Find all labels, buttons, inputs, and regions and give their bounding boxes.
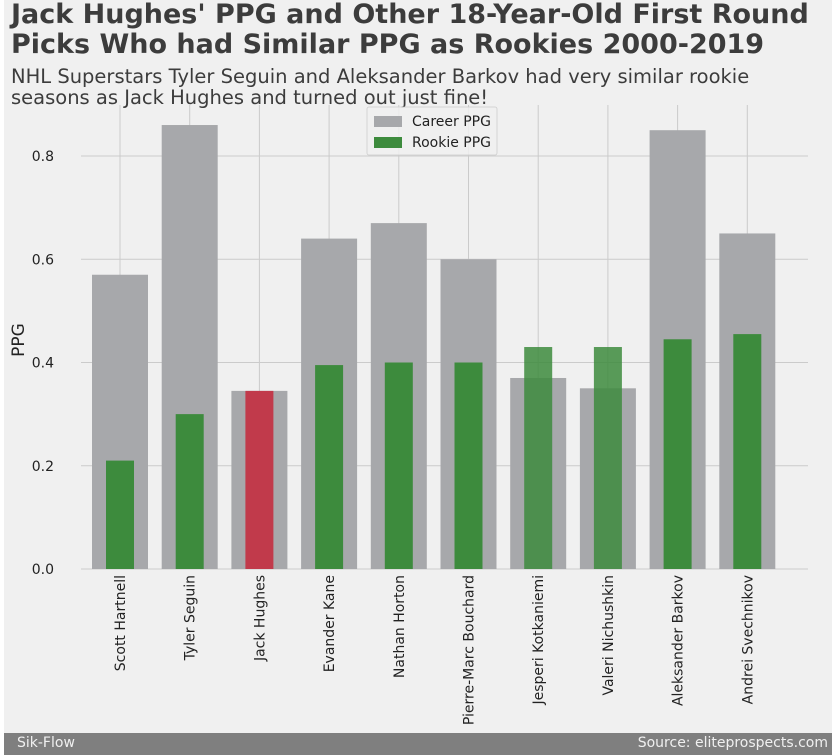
rookie-ppg-bar — [175, 414, 204, 569]
y-tick-label: 0.8 — [32, 149, 54, 165]
x-tick-label: Nathan Horton — [392, 575, 408, 678]
rookie-ppg-bar — [733, 334, 762, 569]
x-tick-label: Andrei Svechnikov — [740, 575, 756, 704]
chart-subtitle: NHL Superstars Tyler Seguin and Aleksand… — [11, 65, 750, 109]
y-tick-labels: 0.0 0.2 0.4 0.6 0.8 — [32, 149, 54, 578]
y-tick-label: 0.2 — [32, 459, 54, 475]
y-axis-label: PPG — [9, 323, 29, 357]
x-tick-label: Tyler Seguin — [183, 575, 199, 661]
footer-author: Sik-Flow — [17, 735, 75, 751]
x-tick-labels: Scott Hartnell Tyler Seguin Jack Hughes Eva… — [113, 575, 756, 725]
x-tick-label: Jack Hughes — [252, 575, 268, 662]
legend-label: Career PPG — [412, 114, 491, 130]
x-tick-label: Pierre-Marc Bouchard — [462, 575, 478, 725]
rookie-ppg-bar-highlight — [245, 390, 274, 569]
chart-title: Jack Hughes' PPG and Other 18-Year-Old F… — [11, 0, 809, 60]
legend: Career PPG Rookie PPG — [366, 106, 498, 156]
y-tick-label: 0.6 — [32, 252, 54, 268]
rookie-ppg-bar — [315, 365, 344, 569]
x-tick-label: Evander Kane — [322, 575, 338, 672]
bar-chart: 0.0 0.2 0.4 0.6 0.8 Scott Hartnell Tyler Segu… — [9, 105, 808, 725]
x-tick-label: Aleksander Barkov — [671, 575, 687, 706]
rookie-ppg-bar — [454, 362, 483, 569]
x-tick-label: Jesperi Kotkaniemi — [531, 575, 547, 706]
legend-swatch — [374, 116, 402, 127]
x-tick-label: Scott Hartnell — [113, 575, 129, 671]
rookie-ppg-bar — [663, 339, 692, 569]
y-tick-label: 0.0 — [32, 562, 54, 578]
x-tick-label: Valeri Nichushkin — [601, 575, 617, 696]
footer-bar: Sik-Flow Source: eliteprospects.com — [4, 733, 832, 755]
rookie-ppg-bar — [106, 460, 134, 569]
y-tick-label: 0.4 — [32, 356, 54, 372]
bars — [92, 125, 776, 570]
rookie-ppg-bar — [593, 347, 622, 569]
footer-source: Source: eliteprospects.com — [637, 735, 828, 751]
rookie-ppg-bar — [524, 347, 553, 569]
rookie-ppg-bar — [384, 362, 413, 569]
legend-swatch — [374, 137, 402, 148]
legend-label: Rookie PPG — [412, 135, 491, 151]
